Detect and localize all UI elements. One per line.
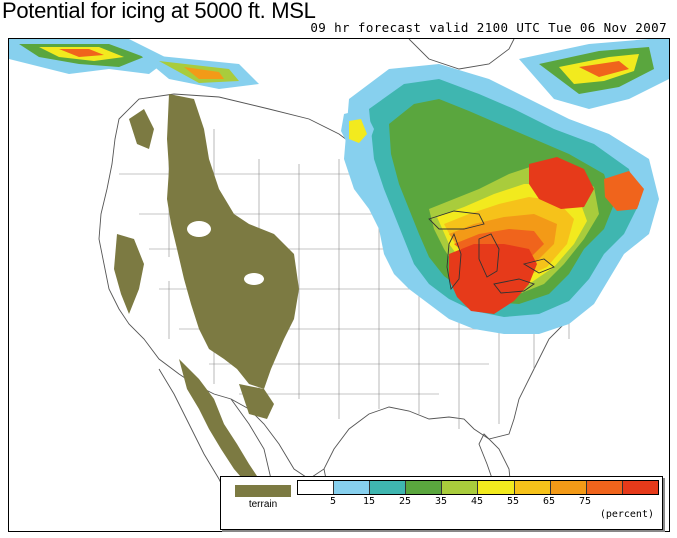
terrain-basins [161,221,264,285]
percent-color-scale [297,480,659,495]
scale-tick-label: 15 [362,496,376,507]
scale-cell [550,481,587,494]
icing-map [8,38,670,532]
scale-tick-label: 35 [434,496,448,507]
icing-band-northeast [519,39,669,109]
scale-cell [406,481,443,494]
scale-cell [334,481,371,494]
scale-cell [370,481,407,494]
scale-tick-label: 55 [506,496,520,507]
scale-cell [298,481,335,494]
percent-scale-labels: 5 15 25 35 45 55 65 75 [297,496,657,508]
terrain-areas [114,94,299,484]
map-title: Potential for icing at 5000 ft. MSL [2,0,316,23]
great-lakes [428,210,555,294]
scale-tick-label: 45 [470,496,484,507]
terrain-swatch [235,485,291,497]
scale-tick-label: 75 [578,496,592,507]
scale-cell [514,481,551,494]
icing-band-northwest [9,39,259,89]
map-canvas [9,39,669,531]
forecast-valid-time: 09 hr forecast valid 2100 UTC Tue 06 Nov… [310,20,667,35]
scale-cell [622,481,658,494]
scale-tick-label: 5 [329,496,337,507]
scale-tick-label: 25 [398,496,412,507]
icing-system-great-lakes [341,64,659,334]
scale-cell [478,481,515,494]
scale-cell [442,481,479,494]
legend-box: terrain 5 15 25 35 45 55 65 75 (percent) [220,476,663,530]
terrain-label: terrain [248,499,278,510]
scale-cell [586,481,623,494]
percent-unit-label: (percent) [599,509,654,520]
scale-tick-label: 65 [542,496,556,507]
